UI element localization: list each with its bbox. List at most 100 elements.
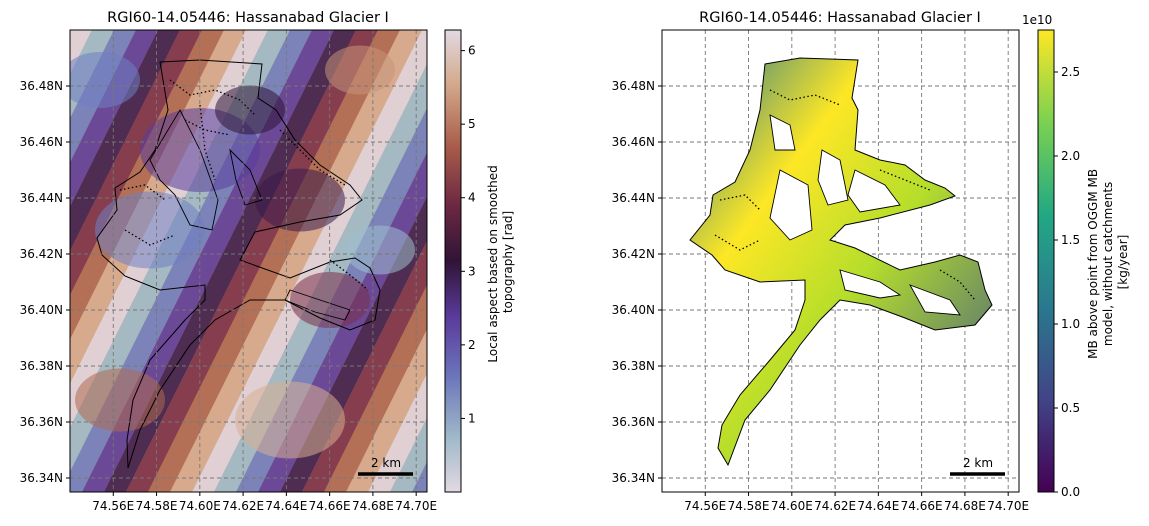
aspect-band <box>104 30 356 492</box>
aspect-patch <box>70 52 140 108</box>
left-colorbar-label-line-1: Local aspect based on smoothed <box>486 165 500 362</box>
right-scale-bar-label: 2 km <box>963 456 993 470</box>
left-plot-area <box>0 30 427 492</box>
colorbar-tick-label: 6 <box>468 44 476 58</box>
x-tick-label: 74.56E <box>92 499 134 513</box>
nunatak-6 <box>769 114 796 151</box>
debris-marks <box>119 79 369 291</box>
aspect-patch <box>345 225 415 275</box>
left-chart-title: RGI60-14.05446: Hassanabad Glacier I <box>107 10 389 26</box>
y-tick-label: 36.38N <box>612 359 655 373</box>
right-colorbar <box>1037 29 1055 493</box>
colorbar-tick-label: 2.0 <box>1061 149 1080 163</box>
aspect-band <box>280 196 427 492</box>
colorbar-tick-label: 1 <box>468 411 476 425</box>
x-tick-label: 74.66E <box>309 499 351 513</box>
nunatak-5 <box>909 284 961 316</box>
right-colorbar-ticks: 0.0 0.5 1.0 1.5 2.0 2.5 <box>1054 65 1080 499</box>
glacier-mb-field <box>689 57 993 467</box>
y-tick-label: 36.40N <box>20 303 63 317</box>
aspect-band <box>192 30 427 492</box>
aspect-band <box>324 285 427 492</box>
aspect-band <box>346 329 427 492</box>
left-colorbar-label-line-2: topography [rad] <box>501 211 515 313</box>
x-tick-label: 74.60E <box>771 499 813 513</box>
colorbar-tick-label: 5 <box>468 117 476 131</box>
nunatak-4 <box>839 269 902 299</box>
right-axis-ticks: 74.56E 74.58E 74.60E 74.62E 74.64E 74.66E 74.6… <box>612 79 1029 513</box>
y-tick-label: 36.44N <box>20 191 63 205</box>
x-tick-label: 74.62E <box>222 499 264 513</box>
glacier-outline <box>96 59 381 469</box>
y-tick-label: 36.42N <box>612 247 655 261</box>
x-tick-label: 74.66E <box>901 499 943 513</box>
y-tick-label: 36.38N <box>20 359 63 373</box>
aspect-band <box>126 30 378 492</box>
aspect-band <box>236 108 427 492</box>
x-tick-label: 74.64E <box>265 499 307 513</box>
aspect-patch <box>75 368 165 432</box>
aspect-patch <box>215 85 285 135</box>
colorbar-tick-label: 2.5 <box>1061 65 1080 79</box>
y-tick-label: 36.36N <box>612 415 655 429</box>
colorbar-tick-label: 1.0 <box>1061 317 1080 331</box>
left-axis-ticks: 74.56E 74.58E 74.60E 74.62E 74.64E 74.66E 74.6… <box>20 79 437 513</box>
colorbar-tick-label: 4 <box>468 191 476 205</box>
colorbar-tick-label: 0.5 <box>1061 401 1080 415</box>
left-grid <box>70 30 427 492</box>
x-tick-label: 74.58E <box>136 499 178 513</box>
nunatak-2 <box>817 149 849 206</box>
x-tick-label: 74.70E <box>987 499 1029 513</box>
y-tick-label: 36.46N <box>20 135 63 149</box>
aspect-patch <box>235 381 345 459</box>
aspect-band <box>412 461 427 492</box>
right-axes-frame <box>661 29 1020 493</box>
x-tick-label: 74.64E <box>857 499 899 513</box>
x-tick-label: 74.68E <box>944 499 986 513</box>
x-tick-label: 74.70E <box>395 499 437 513</box>
aspect-heatmap <box>0 30 427 492</box>
aspect-band <box>170 30 422 492</box>
colorbar-tick-label: 1.5 <box>1061 233 1080 247</box>
aspect-patch <box>255 168 345 232</box>
y-tick-label: 36.34N <box>20 471 63 485</box>
y-tick-label: 36.40N <box>612 303 655 317</box>
y-tick-label: 36.48N <box>612 79 655 93</box>
y-tick-label: 36.48N <box>20 79 63 93</box>
y-tick-label: 36.36N <box>20 415 63 429</box>
aspect-band <box>148 30 400 492</box>
aspect-band <box>390 417 427 492</box>
colorbar-tick-label: 0.0 <box>1061 485 1080 499</box>
left-colorbar <box>444 29 462 493</box>
right-colorbar-label-line-2: model, without catchments <box>1101 182 1115 346</box>
x-tick-label: 74.60E <box>179 499 221 513</box>
x-tick-label: 74.62E <box>814 499 856 513</box>
x-tick-label: 74.56E <box>684 499 726 513</box>
aspect-band <box>0 30 4 492</box>
aspect-patch <box>95 191 205 269</box>
right-colorbar-offset: 1e10 <box>1022 13 1052 27</box>
right-colorbar-label-line-1: MB above point from OGGM MB <box>1086 169 1100 359</box>
nunatak-1 <box>769 169 813 241</box>
colorbar-tick-label: 3 <box>468 264 476 278</box>
left-scale-bar-label: 2 km <box>371 456 401 470</box>
debris-marks-right <box>714 89 976 301</box>
right-colorbar-label-line-3: [kg/year] <box>1116 235 1130 290</box>
glacier-inner-outline <box>149 109 351 321</box>
right-colorbar-label: MB above point from OGGM MB model, witho… <box>1086 165 1130 359</box>
x-tick-label: 74.58E <box>728 499 770 513</box>
y-tick-label: 36.44N <box>612 191 655 205</box>
x-tick-label: 74.68E <box>352 499 394 513</box>
right-glacier <box>689 57 993 467</box>
left-colorbar-ticks: 1 2 3 4 5 6 <box>461 44 476 425</box>
colorbar-tick-label: 2 <box>468 338 476 352</box>
left-colorbar-label: Local aspect based on smoothed topograph… <box>486 161 515 362</box>
aspect-patch <box>325 45 395 95</box>
y-tick-label: 36.34N <box>612 471 655 485</box>
y-tick-label: 36.42N <box>20 247 63 261</box>
nunatak-3 <box>847 169 901 213</box>
y-tick-label: 36.46N <box>612 135 655 149</box>
aspect-band <box>368 373 427 492</box>
left-axes-frame <box>69 29 428 493</box>
